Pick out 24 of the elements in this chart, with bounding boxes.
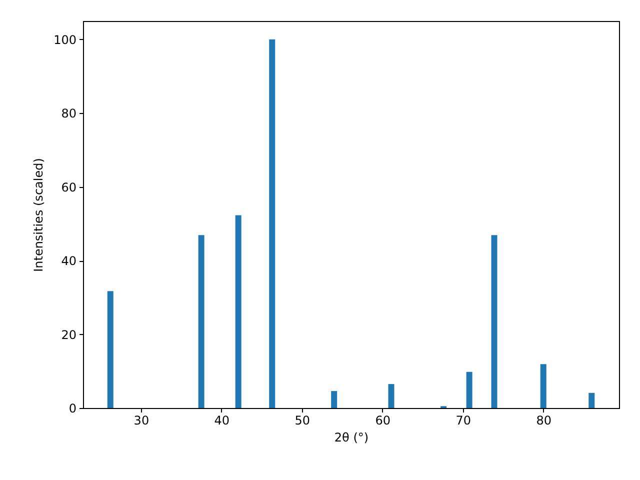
bar — [588, 392, 595, 408]
bar — [491, 235, 498, 408]
y-tick-label: 100 — [54, 32, 76, 47]
bar — [269, 39, 276, 408]
y-tick-label: 80 — [61, 106, 76, 121]
x-tick-label: 70 — [456, 414, 472, 428]
bar — [540, 364, 546, 408]
y-tick-label: 0 — [68, 402, 76, 416]
y-tick-label: 40 — [61, 254, 76, 268]
bar — [331, 391, 338, 408]
bar — [466, 372, 472, 408]
bar — [235, 215, 242, 408]
bar — [198, 235, 204, 408]
y-tick-label: 60 — [61, 180, 76, 194]
bar — [107, 291, 114, 408]
x-tick-label: 50 — [294, 414, 310, 428]
y-axis-title: Intensities (scaled) — [32, 158, 46, 272]
x-tick-label: 80 — [536, 414, 552, 428]
x-tick-label: 60 — [375, 414, 391, 428]
x-axis-title: 2θ (°) — [334, 430, 369, 444]
x-tick-label: 30 — [134, 414, 150, 428]
y-tick-label: 20 — [61, 328, 76, 342]
bar — [388, 384, 394, 408]
x-tick-label: 40 — [214, 414, 230, 428]
